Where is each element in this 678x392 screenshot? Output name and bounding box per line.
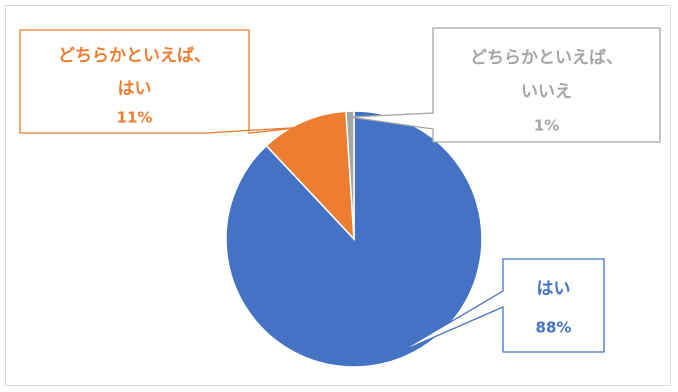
- callout-box-2: [350, 27, 661, 143]
- data-label-category-2: どちらかといえば、: [470, 48, 623, 68]
- pie-slice-1: [265, 110, 355, 242]
- data-label-category-1: どちらかといえば、: [58, 46, 211, 66]
- pie-slice-2: [345, 110, 355, 240]
- data-label-value-0: 88%: [536, 319, 572, 337]
- data-label-category-1: はい: [118, 79, 152, 99]
- data-label-value-1: 11%: [117, 109, 153, 127]
- data-label-category-2: いいえ: [521, 82, 572, 102]
- data-label-value-2: 1%: [534, 117, 559, 135]
- data-label-category-0: はい: [537, 279, 571, 299]
- callout-box-0: [398, 258, 605, 354]
- callout-box-1: [19, 29, 306, 134]
